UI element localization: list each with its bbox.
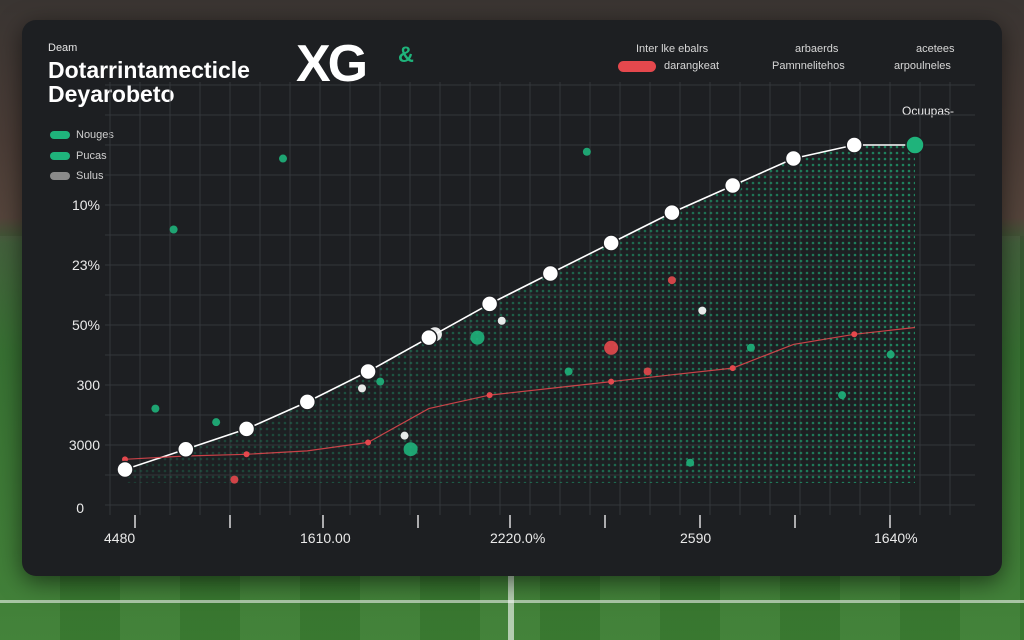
scatter-point-17 xyxy=(358,384,366,393)
chart-title-line2: Deyarobeto xyxy=(48,81,175,107)
x-tick-label-2: 2220.0% xyxy=(490,530,546,546)
legend-label-2: Sulus xyxy=(76,170,104,182)
y-tick-label-2: 50% xyxy=(71,317,100,333)
series-0-point-2 xyxy=(237,420,256,438)
series-0-point-4 xyxy=(359,362,377,381)
x-tick-label-0: 4480 xyxy=(104,530,136,546)
scatter-point-18 xyxy=(604,340,619,355)
legend-swatch-2 xyxy=(50,172,70,180)
y-tick-label-3: 300 xyxy=(76,377,100,393)
legend-swatch-0 xyxy=(50,131,70,139)
legend-swatch-1 xyxy=(50,152,70,160)
series-0-point-11 xyxy=(784,149,803,168)
header-small-label: Deam xyxy=(48,42,78,54)
x-tick-label-1: 1610.00 xyxy=(300,530,351,546)
series-0-point-6 xyxy=(480,295,499,313)
series-0-point-3 xyxy=(298,393,317,411)
series-line-1 xyxy=(124,326,916,460)
pitch-center-line xyxy=(508,575,514,640)
series-markers-0 xyxy=(116,135,925,479)
series-1-point-6 xyxy=(486,392,493,399)
x-tick-label-3: 2590 xyxy=(680,530,712,546)
series-0-point-0 xyxy=(116,460,134,479)
series-0-point-7 xyxy=(541,264,560,283)
area-fill xyxy=(125,145,915,483)
scatter-point-12 xyxy=(376,377,385,386)
series-1-point-10 xyxy=(729,365,736,372)
stat-b-line1: arbaerds xyxy=(795,43,839,55)
scatter-point-5 xyxy=(886,350,895,359)
series-0-point-5 xyxy=(420,328,438,347)
stat-c-line2: arpoulneles xyxy=(894,60,951,72)
y-tick-label-5: 0 xyxy=(76,500,84,516)
stat-a-line2: darangkeat xyxy=(664,60,720,72)
series-0-point-8 xyxy=(602,234,620,252)
scatter-point-9 xyxy=(564,367,573,376)
scatter-point-21 xyxy=(230,475,239,484)
y-tick-label-4: 3000 xyxy=(68,437,100,453)
scatter-point-19 xyxy=(643,367,652,376)
scatter-point-20 xyxy=(667,276,676,285)
scatter-point-2 xyxy=(169,225,178,234)
scatter-point-4 xyxy=(746,343,755,352)
scatter-point-16 xyxy=(400,431,409,440)
series-0-point-13 xyxy=(905,135,925,155)
series-0-point-1 xyxy=(177,440,195,458)
x-tick-label-4: 1640% xyxy=(874,530,918,546)
scatter-point-3 xyxy=(470,330,485,345)
scatter-point-0 xyxy=(279,154,287,163)
y-tick-label-0: 10% xyxy=(71,197,100,213)
series-1-point-8 xyxy=(608,378,615,385)
scatter-point-6 xyxy=(151,404,160,413)
series-1-point-2 xyxy=(243,451,250,458)
scatter-point-14 xyxy=(497,316,506,325)
chart-title-line1: Dotarrintamecticle xyxy=(48,57,250,83)
legend-label-0: Nouges xyxy=(76,129,114,141)
series-markers-1 xyxy=(122,331,858,463)
scatter-point-1 xyxy=(582,147,591,156)
stat-c-line1: acetees xyxy=(916,43,955,55)
stat-b-line2: Pamnnelitehos xyxy=(772,60,845,72)
series-0-point-10 xyxy=(723,176,742,195)
scatter-point-7 xyxy=(212,418,221,427)
series-1-point-0 xyxy=(122,456,128,463)
x-tick-marks xyxy=(134,515,891,528)
series-1-point-4 xyxy=(365,439,372,446)
stat-a-swatch xyxy=(618,61,656,72)
series-0-point-9 xyxy=(663,203,681,222)
series-0-point-12 xyxy=(845,136,863,154)
brand-logo-text: XG xyxy=(296,35,368,93)
chart-title: Dotarrintamecticle Deyarobeto xyxy=(48,58,250,106)
scatter-point-11 xyxy=(686,458,695,467)
scatter-points xyxy=(151,147,895,484)
brand-mark-icon: & xyxy=(398,42,414,67)
y-tick-label-1: 23% xyxy=(71,257,100,273)
stat-a-line1: Inter lke ebalrs xyxy=(636,43,709,55)
scatter-point-15 xyxy=(698,306,707,315)
scatter-point-8 xyxy=(403,442,418,457)
legend-label-1: Pucas xyxy=(76,150,107,162)
scatter-point-10 xyxy=(838,391,847,400)
series-line-0 xyxy=(124,144,915,471)
series-1-point-12 xyxy=(851,331,858,338)
